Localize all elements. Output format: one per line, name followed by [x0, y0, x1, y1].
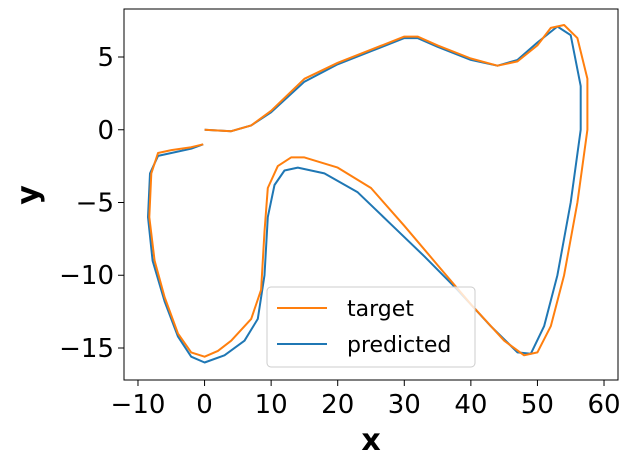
y-tick-label: −10 — [59, 261, 114, 291]
plot-frame — [123, 8, 619, 381]
x-tick-label: 20 — [321, 390, 354, 420]
y-tick-label: 0 — [97, 116, 114, 146]
x-axis-label: x — [361, 423, 380, 458]
y-axis-label: y — [11, 185, 46, 205]
x-tick-label: −10 — [111, 390, 166, 420]
x-tick-label: 30 — [388, 390, 421, 420]
x-tick-label: 0 — [196, 390, 213, 420]
x-tick-label: 10 — [255, 390, 288, 420]
y-tick-label: −5 — [76, 189, 114, 219]
x-tick-label: 50 — [521, 390, 554, 420]
legend-label: predicted — [347, 333, 451, 358]
y-tick-label: 5 — [97, 43, 114, 73]
x-tick-label: 60 — [587, 390, 620, 420]
x-tick-label: 40 — [454, 390, 487, 420]
line — [148, 24, 589, 358]
legend-label: target — [347, 297, 414, 322]
y-tick-label: −15 — [59, 334, 114, 364]
